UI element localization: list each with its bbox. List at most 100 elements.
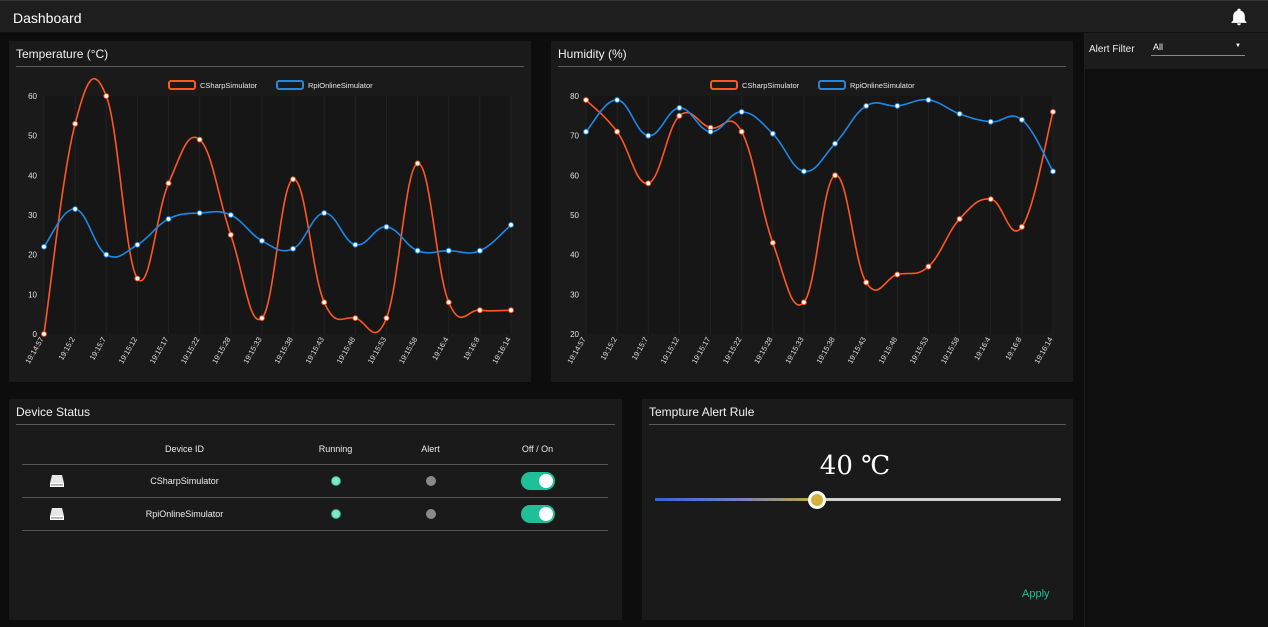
x-tick-label: 19:15:2 — [599, 336, 619, 362]
data-point — [103, 93, 110, 99]
x-tick-label: 19:15:38 — [272, 336, 294, 366]
y-tick-label: 70 — [570, 132, 579, 141]
data-point — [738, 128, 745, 135]
x-tick-label: 19:16:4 — [430, 336, 450, 362]
data-point — [738, 108, 745, 115]
data-point — [1050, 168, 1056, 175]
slider-track[interactable] — [655, 498, 1061, 501]
data-point — [476, 307, 483, 314]
alert-filter-value: All — [1153, 42, 1164, 52]
data-point — [956, 216, 963, 222]
data-point — [227, 212, 234, 218]
storage-drive-icon — [50, 507, 64, 520]
device-on-toggle[interactable] — [520, 504, 555, 523]
data-point — [614, 97, 621, 103]
data-point — [645, 180, 652, 187]
legend-swatch — [276, 80, 304, 90]
x-tick-label: 19:15:43 — [304, 336, 326, 366]
data-point — [769, 130, 776, 137]
legend-swatch — [818, 80, 846, 90]
x-tick-label: 19:15:17 — [690, 336, 712, 366]
legend-swatch — [168, 80, 196, 90]
data-point — [476, 247, 483, 254]
alert-filter-label: Alert Filter — [1089, 44, 1135, 55]
page-title: Dashboard — [13, 10, 82, 26]
data-point — [321, 210, 328, 216]
humidity-chart: 20 30 40 50 60 70 80 19:14:57 19:15:2 19:15:7 19:1… — [565, 80, 1056, 366]
x-tick-label: 19:15:7 — [88, 336, 108, 362]
data-point — [832, 172, 838, 179]
bell-icon[interactable] — [1229, 7, 1249, 27]
y-tick-label: 40 — [570, 251, 579, 260]
threshold-slider[interactable] — [655, 491, 1061, 509]
data-point — [414, 160, 421, 167]
x-tick-label: 19:16:14 — [490, 336, 512, 366]
data-point — [1018, 224, 1025, 230]
x-tick-label: 19:16:4 — [972, 336, 992, 362]
device-on-toggle[interactable] — [520, 471, 555, 490]
data-point — [196, 136, 203, 143]
slider-thumb[interactable] — [808, 491, 827, 509]
data-point — [614, 128, 621, 135]
x-tick-label: 19:15:22 — [721, 336, 743, 366]
data-point — [801, 168, 807, 175]
data-point — [259, 237, 265, 244]
data-point — [832, 140, 838, 147]
apply-button[interactable]: Apply — [1022, 588, 1050, 600]
table-row: CSharpSimulator — [22, 464, 608, 498]
x-tick-label: 19:15:48 — [877, 336, 899, 366]
legend-label: CSharpSimulator — [742, 81, 800, 90]
alert-indicator — [425, 508, 436, 519]
data-point — [987, 196, 994, 203]
alert-rule-panel: Tempture Alert Rule 40 ℃ Apply — [642, 399, 1073, 620]
x-tick-label: 19:15:12 — [117, 336, 139, 366]
data-point — [445, 299, 452, 306]
column-device-id: Device ID — [92, 434, 277, 465]
humidity-divider — [558, 66, 1066, 67]
x-tick-label: 19:15:22 — [179, 336, 201, 366]
device-status-divider — [16, 424, 615, 425]
temperature-divider — [16, 66, 524, 67]
temperature-panel: Temperature (°C) 0 10 20 30 40 50 60 19:14:57 19… — [9, 41, 531, 382]
plot-area — [586, 96, 1053, 334]
y-tick-label: 30 — [28, 211, 37, 220]
data-point — [72, 206, 79, 212]
threshold-value: 40 ℃ — [819, 451, 891, 481]
data-point — [290, 245, 296, 252]
caret-down-icon: ▼ — [1235, 43, 1241, 49]
data-point — [645, 132, 652, 139]
x-tick-label: 19:15:17 — [148, 336, 170, 366]
data-point — [41, 331, 47, 337]
data-point — [707, 128, 714, 135]
x-tick-label: 19:15:28 — [210, 336, 232, 366]
series-line — [585, 98, 1054, 173]
data-point — [165, 216, 172, 222]
alert-sidebar: Alert Filter All ▼ — [1084, 33, 1268, 627]
data-point — [383, 224, 390, 230]
temperature-title: Temperature (°C) — [16, 47, 109, 61]
y-tick-label: 50 — [570, 211, 579, 220]
series-line — [43, 77, 512, 335]
x-tick-label: 19:14:57 — [565, 336, 587, 366]
y-tick-label: 20 — [28, 251, 37, 260]
data-point — [956, 110, 963, 117]
data-point — [414, 247, 421, 254]
alert-indicator — [425, 475, 436, 486]
y-tick-label: 60 — [28, 92, 37, 101]
x-tick-label: 19:15:43 — [846, 336, 868, 366]
x-tick-label: 19:15:12 — [659, 336, 681, 366]
x-tick-label: 19:15:58 — [939, 336, 961, 366]
toggle-knob — [538, 506, 553, 521]
y-tick-label: 0 — [33, 330, 38, 339]
data-point — [894, 271, 901, 278]
data-point — [583, 128, 589, 135]
device-id-cell: CSharpSimulator — [92, 464, 277, 498]
data-point — [508, 222, 514, 228]
column-running: Running — [277, 434, 394, 465]
legend-swatch — [710, 80, 738, 90]
x-tick-label: 19:15:33 — [783, 336, 805, 366]
data-point — [227, 231, 234, 238]
data-point — [134, 241, 141, 248]
alert-filter-select[interactable]: All ▼ — [1151, 41, 1245, 56]
alert-filter-bar: Alert Filter All ▼ — [1085, 33, 1268, 69]
